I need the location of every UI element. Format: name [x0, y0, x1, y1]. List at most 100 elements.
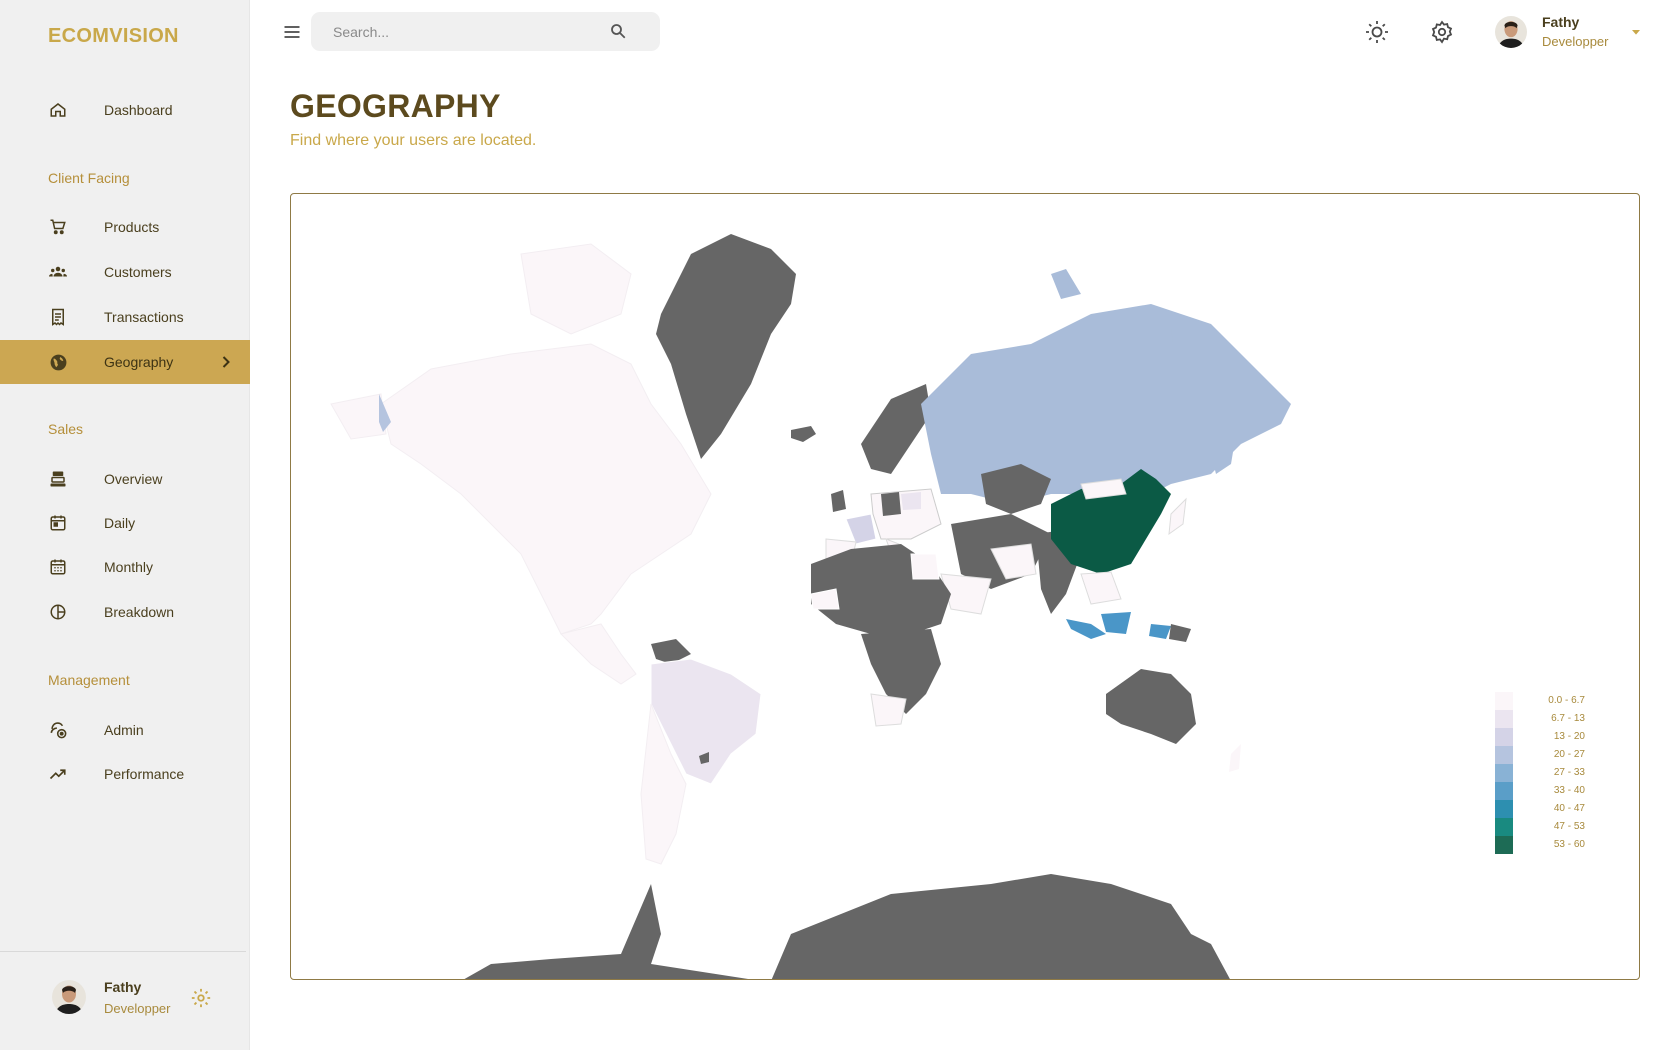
country-russia[interactable]	[921, 304, 1291, 504]
sidebar-item-overview[interactable]: Overview	[0, 457, 250, 501]
world-map[interactable]	[291, 194, 1640, 980]
brand-logo[interactable]: ECOMVISION	[48, 25, 179, 47]
country-argentina[interactable]	[640, 703, 687, 865]
country-france[interactable]	[845, 513, 877, 545]
sidebar-item-label: Overview	[104, 471, 163, 487]
search-icon[interactable]	[609, 22, 629, 42]
country-japan[interactable]	[1168, 497, 1187, 536]
legend-label: 0.0 - 6.7	[1548, 695, 1585, 706]
country-kazakhstan[interactable]	[981, 464, 1051, 514]
light-mode-icon[interactable]	[1365, 20, 1389, 44]
groups-icon	[48, 262, 68, 282]
user-avatar[interactable]	[1495, 16, 1527, 48]
legend-item: 6.7 - 13	[1495, 710, 1615, 728]
country-north-america[interactable]	[380, 343, 712, 635]
trending-up-icon	[48, 764, 68, 784]
legend-item: 20 - 27	[1495, 746, 1615, 764]
section-sales: Sales	[48, 421, 84, 437]
sidebar-item-monthly[interactable]: Monthly	[0, 545, 250, 589]
sidebar-item-label: Daily	[104, 515, 136, 531]
legend-swatch	[1495, 800, 1513, 818]
legend-item: 13 - 20	[1495, 728, 1615, 746]
sidebar-item-label: Customers	[104, 264, 172, 280]
country-alaska-tip[interactable]	[379, 394, 391, 432]
country-alaska[interactable]	[330, 393, 387, 440]
settings-icon[interactable]	[1430, 20, 1454, 44]
sidebar-item-dashboard[interactable]: Dashboard	[0, 88, 250, 132]
sidebar-item-admin[interactable]: Admin	[0, 708, 250, 752]
legend-item: 40 - 47	[1495, 800, 1615, 818]
country-iceland[interactable]	[791, 426, 816, 442]
legend-swatch	[1495, 782, 1513, 800]
country-poland[interactable]	[901, 492, 921, 510]
sidebar-item-transactions[interactable]: Transactions	[0, 295, 250, 339]
legend-item: 0.0 - 6.7	[1495, 692, 1615, 710]
sidebar-item-breakdown[interactable]: Breakdown	[0, 590, 250, 634]
country-papua[interactable]	[1169, 624, 1191, 642]
country-iran[interactable]	[990, 543, 1037, 580]
country-germany[interactable]	[881, 492, 901, 516]
globe-icon	[48, 352, 68, 372]
legend-swatch	[1495, 692, 1513, 710]
sidebar-item-label: Admin	[104, 722, 144, 738]
chevron-right-icon	[216, 352, 236, 372]
country-egypt[interactable]	[910, 553, 940, 580]
legend-label: 53 - 60	[1553, 839, 1585, 850]
country-kamchatka[interactable]	[1211, 434, 1236, 474]
search-bar	[311, 12, 660, 51]
country-se-asia[interactable]	[1080, 571, 1122, 605]
country-west-africa[interactable]	[810, 588, 840, 610]
sidebar-item-geography[interactable]: Geography	[0, 340, 250, 384]
page-title: GEOGRAPHY	[290, 88, 501, 124]
section-client-facing: Client Facing	[48, 170, 130, 186]
sidebar-item-label: Geography	[104, 354, 174, 370]
legend-swatch	[1495, 728, 1513, 746]
country-venezuela[interactable]	[651, 639, 691, 664]
top-user-role: Developper	[1542, 34, 1609, 49]
country-indonesia[interactable]	[1066, 612, 1171, 639]
country-canada-islands[interactable]	[520, 243, 632, 335]
page-subtitle: Find where your users are located.	[290, 132, 537, 149]
country-russia-north-islands[interactable]	[1051, 269, 1196, 344]
country-brazil[interactable]	[650, 658, 762, 785]
sidebar-item-products[interactable]: Products	[0, 205, 250, 249]
geography-map[interactable]	[290, 193, 1640, 980]
legend-label: 27 - 33	[1553, 767, 1585, 778]
country-mexico[interactable]	[560, 623, 637, 685]
section-management: Management	[48, 672, 130, 688]
country-africa-central[interactable]	[861, 629, 941, 714]
country-south-africa[interactable]	[870, 693, 907, 727]
country-new-zealand[interactable]	[1229, 744, 1241, 772]
sidebar-item-daily[interactable]: Daily	[0, 501, 250, 545]
country-uruguay[interactable]	[699, 752, 709, 764]
point-of-sale-icon	[48, 469, 68, 489]
sidebar-item-customers[interactable]: Customers	[0, 250, 250, 294]
country-china[interactable]	[1051, 469, 1171, 574]
top-user-name: Fathy	[1542, 14, 1580, 30]
legend-swatch	[1495, 746, 1513, 764]
sidebar-item-label: Breakdown	[104, 604, 175, 620]
user-role: Developper	[104, 1001, 171, 1016]
legend-swatch	[1495, 836, 1513, 854]
arrow-drop-down-icon[interactable]	[1628, 24, 1644, 40]
menu-icon[interactable]	[282, 22, 302, 42]
country-greenland[interactable]	[656, 234, 796, 459]
country-scandinavia[interactable]	[861, 384, 931, 474]
settings-gear-icon[interactable]	[190, 987, 212, 1009]
legend-item: 53 - 60	[1495, 836, 1615, 854]
sidebar: ECOMVISION Dashboard Client Facing Produ…	[0, 0, 250, 1050]
admin-icon	[48, 720, 68, 740]
legend-swatch	[1495, 818, 1513, 836]
sidebar-item-performance[interactable]: Performance	[0, 752, 250, 796]
sidebar-item-label: Monthly	[104, 559, 154, 575]
home-icon	[48, 100, 68, 120]
legend-item: 33 - 40	[1495, 782, 1615, 800]
sidebar-item-label: Transactions	[104, 309, 184, 325]
legend-swatch	[1495, 710, 1513, 728]
country-australia[interactable]	[1106, 669, 1196, 744]
search-input[interactable]	[333, 22, 593, 42]
country-antarctica[interactable]	[461, 874, 1231, 980]
country-mongolia[interactable]	[1080, 478, 1127, 500]
shopping-cart-icon	[48, 217, 68, 237]
country-uk[interactable]	[831, 490, 846, 512]
